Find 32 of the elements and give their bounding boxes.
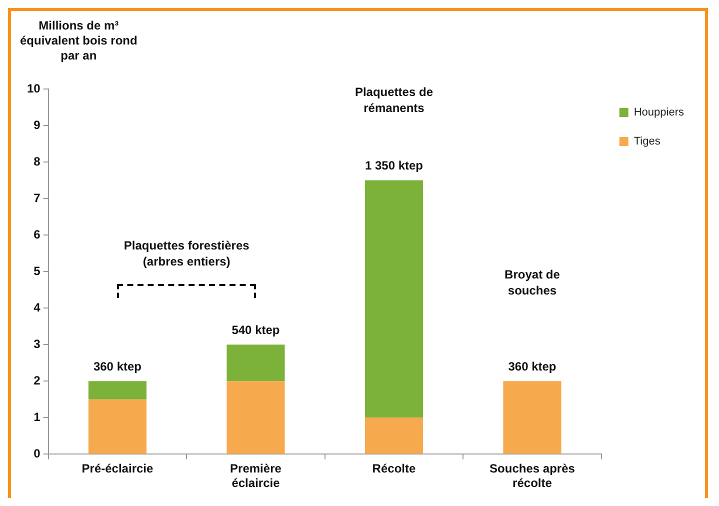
y-tick-label: 6 <box>34 227 41 242</box>
y-axis-title: Millions de m³ équivalent bois rond par an <box>20 18 138 62</box>
x-tick-label: Pré-éclaircie <box>82 462 154 476</box>
y-tick-label: 7 <box>34 190 41 205</box>
bar <box>226 344 285 382</box>
annotation: Plaquettes de rémanents <box>354 84 434 115</box>
annotation: Plaquettes forestières (arbres entiers) <box>124 238 250 268</box>
legend-label: Houppiers <box>634 106 684 119</box>
x-tick-label: Première éclaircie <box>230 462 282 490</box>
bar <box>364 418 424 454</box>
y-tick-label: 3 <box>34 336 41 351</box>
y-tick-label: 4 <box>34 300 41 314</box>
y-tick-label: 0 <box>34 446 41 461</box>
annotation: 360 ktep <box>93 359 142 374</box>
annotation: Broyat de souches <box>504 267 560 298</box>
y-tick-label: 8 <box>34 154 41 168</box>
y-tick-label: 5 <box>34 264 41 278</box>
annotation: 1 350 ktep <box>364 158 424 173</box>
y-tick-label: 2 <box>34 373 41 388</box>
x-tick-label: Récolte <box>372 462 416 476</box>
y-tick-label: 10 <box>26 81 41 96</box>
y-tick-label: 1 <box>34 410 41 424</box>
bar <box>364 180 424 418</box>
x-tick-label: Souches après récolte <box>490 462 576 490</box>
bar <box>503 381 562 454</box>
annotation: 360 ktep <box>508 359 556 374</box>
bar <box>226 381 285 454</box>
y-tick-label: 9 <box>34 118 41 132</box>
legend-label: Tiges <box>634 136 661 148</box>
bar <box>88 399 147 454</box>
bar <box>88 381 147 400</box>
annotation: 540 ktep <box>232 322 280 337</box>
